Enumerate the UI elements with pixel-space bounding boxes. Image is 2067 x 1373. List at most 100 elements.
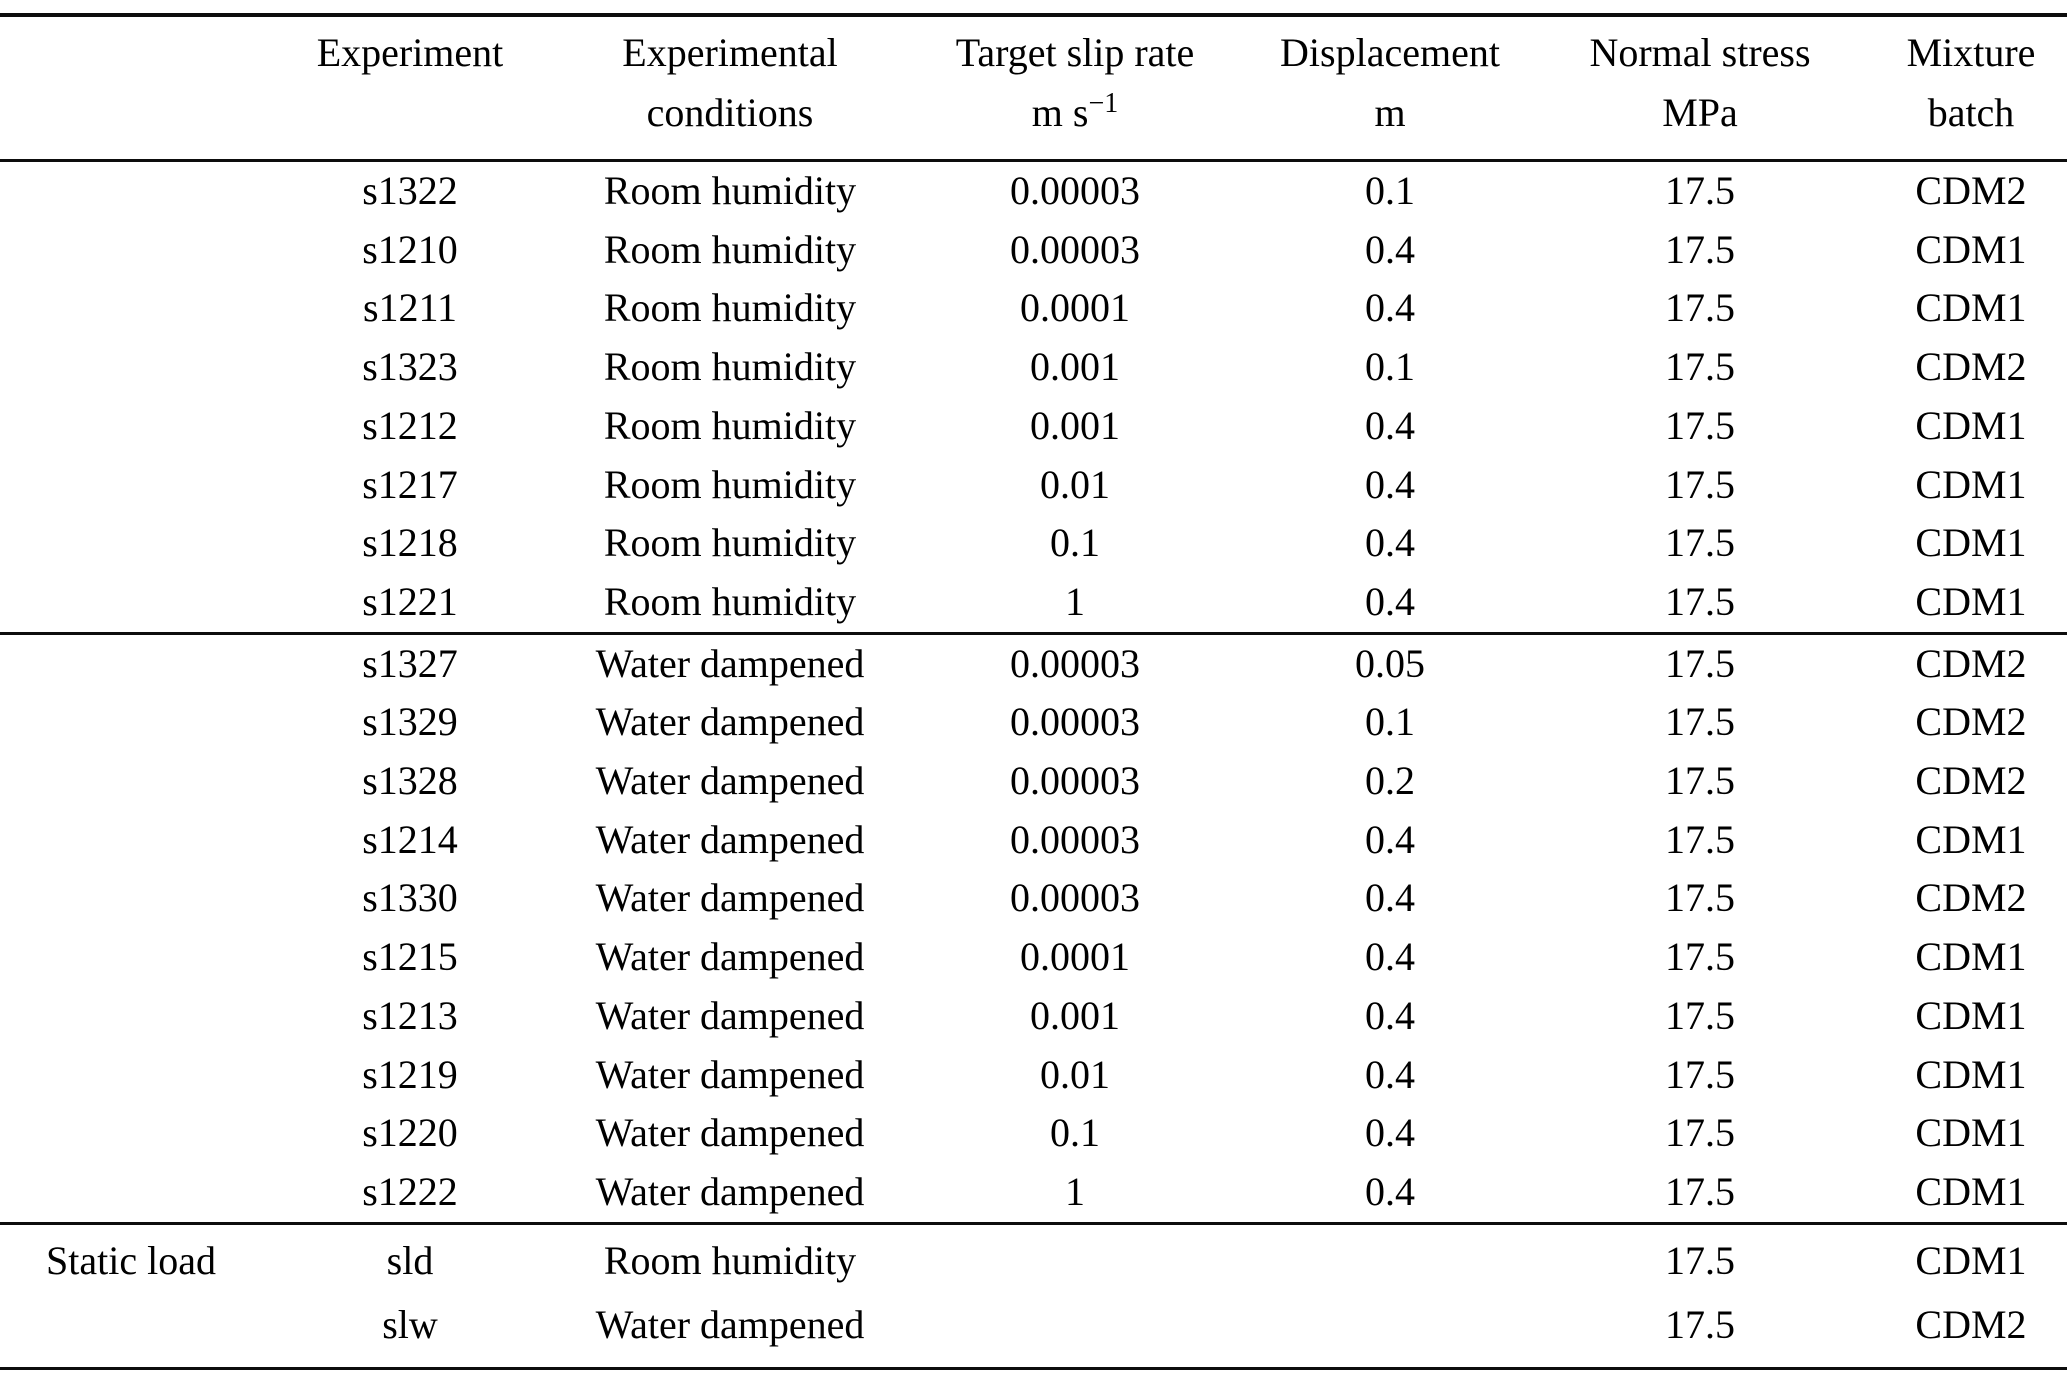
cell-displacement: 0.1 (1365, 344, 1415, 390)
table-row: s1212 Room humidity 0.001 0.4 17.5 CDM1 (0, 397, 2067, 456)
cell-label (0, 1046, 255, 1105)
cell-displacement: 0.4 (1365, 992, 1415, 1038)
cell-mixture-batch: CDM1 (1915, 578, 2027, 624)
cell-label (0, 221, 255, 280)
cell-experiment: s1215 (362, 934, 458, 980)
cell-slip-rate: 0.00003 (1010, 226, 1140, 272)
cell-displacement: 0.4 (1365, 226, 1415, 272)
cell-experiment: s1330 (362, 875, 458, 921)
cell-normal-stress: 17.5 (1665, 285, 1735, 331)
cell-experiment: s1211 (362, 285, 458, 331)
cell-normal-stress: 17.5 (1665, 520, 1735, 566)
header-line1: Experiment (316, 30, 504, 75)
cell-experiment: s1218 (362, 520, 458, 566)
table-row: s1323 Room humidity 0.001 0.1 17.5 CDM2 (0, 338, 2067, 397)
cell-mixture-batch: CDM1 (1915, 1110, 2027, 1156)
cell-mixture-batch: CDM2 (1915, 344, 2027, 390)
header-line2: conditions (646, 90, 814, 135)
table-row: s1215 Water dampened 0.0001 0.4 17.5 CDM1 (0, 928, 2067, 987)
cell-displacement: 0.05 (1255, 631, 1525, 694)
cell-slip-rate: 0.0001 (1020, 934, 1130, 980)
cell-label (0, 161, 255, 221)
cell-label (0, 514, 255, 573)
cell-experiment: s1221 (362, 578, 458, 624)
cell-conditions: Water dampened (595, 699, 865, 745)
table-row: s1328 Water dampened 0.00003 0.2 17.5 CDM2 (0, 752, 2067, 811)
cell-mixture-batch: CDM1 (1915, 1051, 2027, 1097)
cell-label (0, 279, 255, 338)
cell-normal-stress: 17.5 (1665, 992, 1735, 1038)
cell-experiment: s1212 (362, 402, 458, 448)
cell-label (0, 869, 255, 928)
cell-normal-stress: 17.5 (1665, 461, 1735, 507)
cell-experiment: s1214 (362, 816, 458, 862)
cell-normal-stress: 17.5 (1665, 402, 1735, 448)
table-row: s1214 Water dampened 0.00003 0.4 17.5 CDM1 (0, 811, 2067, 870)
cell-label: Static load (0, 1221, 255, 1293)
cell-slip-rate: 0.00003 (895, 631, 1255, 694)
header-line1: Normal stress (1589, 30, 1811, 75)
table-row: s1330 Water dampened 0.00003 0.4 17.5 CDM2 (0, 869, 2067, 928)
table-row: s1211 Room humidity 0.0001 0.4 17.5 CDM1 (0, 279, 2067, 338)
table-row: s1213 Water dampened 0.001 0.4 17.5 CDM1 (0, 987, 2067, 1046)
cell-experiment: slw (382, 1301, 438, 1347)
cell-slip-rate: 0.00003 (1010, 168, 1140, 213)
cell-normal-stress: 17.5 (1665, 875, 1735, 921)
cell-displacement: 0.2 (1365, 758, 1415, 804)
cell-displacement: 0.4 (1365, 578, 1415, 624)
cell-normal-stress: 17.5 (1665, 816, 1735, 862)
cell-label (0, 811, 255, 870)
cell-displacement: 0.4 (1365, 1051, 1415, 1097)
cell-experiment: s1327 (255, 631, 565, 694)
cell-normal-stress: 17.5 (1665, 578, 1735, 624)
cell-slip-rate: 0.00003 (1010, 758, 1140, 804)
col-header-row-label (0, 15, 255, 162)
cell-slip-rate: 0.01 (1040, 461, 1110, 507)
cell-conditions: Water dampened (595, 816, 865, 862)
cell-mixture-batch: CDM1 (1915, 520, 2027, 566)
cell-conditions: Room humidity (603, 285, 857, 331)
cell-conditions: Water dampened (595, 992, 865, 1038)
cell-slip-rate: 0.0001 (1020, 285, 1130, 331)
cell-normal-stress: 17.5 (1665, 1301, 1735, 1347)
cell-conditions: Water dampened (595, 1051, 865, 1097)
cell-normal-stress: 17.5 (1665, 1110, 1735, 1156)
col-header-conditions: Experimental conditions (565, 15, 895, 162)
cell-normal-stress: 17.5 (1665, 226, 1735, 272)
cell-slip-rate: 1 (1065, 1168, 1085, 1214)
cell-label (0, 752, 255, 811)
table-row: s1327 Water dampened 0.00003 0.05 17.5 CDM2 (0, 631, 2067, 694)
cell-experiment: s1220 (362, 1110, 458, 1156)
table-row: s1217 Room humidity 0.01 0.4 17.5 CDM1 (0, 456, 2067, 515)
cell-mixture-batch: CDM1 (1915, 461, 2027, 507)
table-row: s1220 Water dampened 0.1 0.4 17.5 CDM1 (0, 1104, 2067, 1163)
cell-slip-rate: 0.00003 (1010, 699, 1140, 745)
cell-mixture-batch: CDM1 (1915, 992, 2027, 1038)
cell-label (0, 987, 255, 1046)
cell-mixture-batch: CDM1 (1915, 816, 2027, 862)
col-header-normal-stress: Normal stress MPa (1525, 15, 1875, 162)
cell-mixture-batch: CDM2 (1915, 1301, 2027, 1347)
cell-displacement: 0.1 (1365, 168, 1415, 213)
cell-normal-stress: 17.5 (1525, 631, 1875, 694)
cell-label (0, 397, 255, 456)
cell-slip-rate: 0.00003 (1010, 875, 1140, 921)
cell-conditions: Room humidity (603, 344, 857, 390)
unit-text: m s (1031, 90, 1089, 135)
cell-experiment: sld (255, 1221, 565, 1293)
col-header-experiment: Experiment (255, 15, 565, 162)
table-row: s1222 Water dampened 1 0.4 17.5 CDM1 (0, 1163, 2067, 1223)
header-row: Experiment Experimental conditions Targe… (0, 15, 2067, 162)
cell-mixture-batch: CDM1 (1915, 402, 2027, 448)
table-row: s1329 Water dampened 0.00003 0.1 17.5 CDM2 (0, 693, 2067, 752)
header-line1: Target slip rate (955, 30, 1195, 75)
cell-displacement: 0.4 (1365, 816, 1415, 862)
experiments-table: Experiment Experimental conditions Targe… (0, 13, 2067, 1370)
col-header-displacement: Displacement m (1255, 15, 1525, 162)
cell-conditions: Water dampened (595, 758, 865, 804)
cell-label (0, 338, 255, 397)
table-row: s1210 Room humidity 0.00003 0.4 17.5 CDM1 (0, 221, 2067, 280)
cell-normal-stress: 17.5 (1665, 1168, 1735, 1214)
col-header-slip-rate: Target slip rate m s−1 (895, 15, 1255, 162)
